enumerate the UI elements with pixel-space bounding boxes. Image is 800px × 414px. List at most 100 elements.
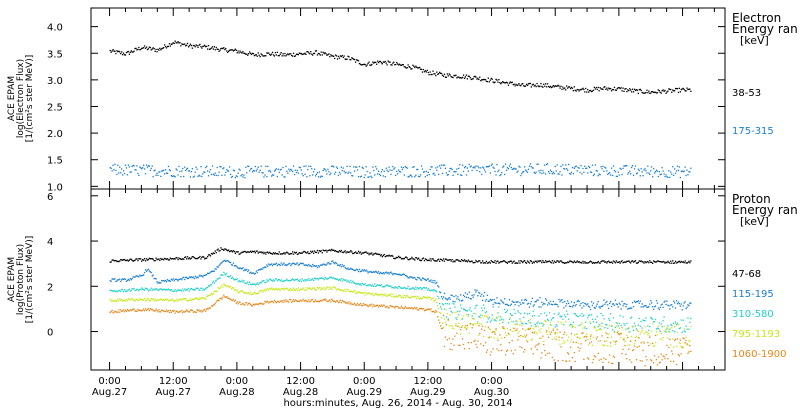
data-point bbox=[113, 311, 115, 313]
data-point bbox=[237, 303, 239, 305]
data-point bbox=[588, 358, 590, 360]
data-point bbox=[607, 89, 609, 91]
data-point bbox=[415, 174, 417, 176]
data-point bbox=[581, 332, 583, 334]
data-point bbox=[420, 165, 423, 167]
data-point bbox=[171, 290, 173, 292]
data-point bbox=[539, 85, 541, 87]
data-point bbox=[201, 47, 203, 49]
data-point bbox=[666, 328, 668, 330]
data-point bbox=[353, 291, 355, 293]
data-point bbox=[470, 78, 472, 81]
data-point bbox=[640, 89, 642, 92]
data-point bbox=[450, 167, 452, 169]
data-point bbox=[625, 88, 627, 90]
data-point bbox=[210, 252, 213, 255]
data-point bbox=[193, 310, 195, 313]
data-point bbox=[340, 249, 342, 252]
data-point bbox=[352, 280, 354, 282]
data-point bbox=[449, 259, 451, 261]
data-point bbox=[365, 292, 367, 294]
data-point bbox=[372, 166, 374, 168]
data-point bbox=[511, 81, 513, 83]
data-point bbox=[177, 259, 179, 261]
data-point bbox=[346, 288, 348, 291]
data-point bbox=[548, 352, 551, 354]
data-point bbox=[242, 281, 244, 283]
data-point bbox=[518, 305, 520, 307]
data-point bbox=[452, 174, 454, 176]
data-point bbox=[225, 260, 227, 263]
data-point bbox=[571, 87, 574, 89]
data-point bbox=[323, 52, 325, 55]
data-point bbox=[336, 278, 339, 280]
data-point bbox=[532, 83, 534, 85]
data-point bbox=[484, 171, 487, 173]
data-point bbox=[211, 305, 214, 307]
data-point bbox=[649, 173, 651, 175]
data-point bbox=[271, 253, 274, 255]
data-point bbox=[342, 300, 344, 302]
data-point bbox=[554, 261, 556, 264]
data-point bbox=[222, 47, 224, 50]
data-point bbox=[562, 359, 564, 362]
data-point bbox=[517, 84, 519, 86]
data-point bbox=[165, 298, 167, 300]
data-point bbox=[504, 303, 507, 306]
data-point bbox=[191, 298, 193, 300]
data-point bbox=[636, 300, 638, 303]
data-point bbox=[620, 324, 622, 327]
data-point bbox=[317, 252, 320, 254]
data-point bbox=[190, 309, 192, 311]
data-point bbox=[189, 43, 192, 45]
data-point bbox=[686, 262, 688, 264]
data-point bbox=[212, 270, 214, 273]
data-point bbox=[485, 351, 488, 353]
data-point bbox=[654, 334, 657, 337]
data-point bbox=[549, 324, 552, 326]
data-point bbox=[165, 289, 167, 291]
data-point bbox=[538, 306, 540, 308]
data-point bbox=[113, 169, 115, 171]
data-point bbox=[587, 357, 589, 359]
plot-frame bbox=[90, 188, 726, 371]
data-point bbox=[142, 274, 144, 277]
data-point bbox=[681, 88, 683, 90]
data-point bbox=[293, 279, 296, 282]
data-point bbox=[623, 303, 625, 305]
data-point bbox=[307, 265, 309, 267]
data-point bbox=[559, 331, 561, 333]
data-point bbox=[661, 167, 663, 169]
data-point bbox=[292, 170, 294, 173]
data-point bbox=[676, 338, 679, 340]
data-point bbox=[651, 166, 653, 168]
data-point bbox=[450, 260, 452, 262]
data-point bbox=[304, 300, 306, 302]
data-point bbox=[525, 83, 528, 85]
data-point bbox=[193, 256, 195, 259]
data-point bbox=[358, 304, 361, 306]
data-point bbox=[218, 300, 220, 302]
data-point bbox=[631, 260, 634, 262]
data-point bbox=[307, 301, 309, 303]
data-point bbox=[249, 251, 251, 253]
data-point bbox=[334, 250, 337, 252]
data-point bbox=[491, 317, 493, 320]
data-point bbox=[266, 288, 268, 290]
data-point bbox=[198, 298, 200, 301]
data-point bbox=[199, 43, 201, 46]
data-point bbox=[138, 310, 140, 312]
data-point bbox=[200, 46, 202, 48]
data-point bbox=[250, 167, 253, 170]
data-point bbox=[435, 298, 437, 300]
data-point bbox=[281, 280, 283, 282]
data-point bbox=[265, 266, 267, 269]
data-point bbox=[544, 320, 546, 322]
data-point bbox=[224, 174, 226, 176]
data-point bbox=[355, 61, 357, 63]
data-point bbox=[252, 169, 255, 172]
data-point bbox=[686, 306, 688, 308]
data-point bbox=[321, 252, 323, 254]
data-point bbox=[291, 54, 293, 57]
data-point bbox=[687, 352, 689, 354]
